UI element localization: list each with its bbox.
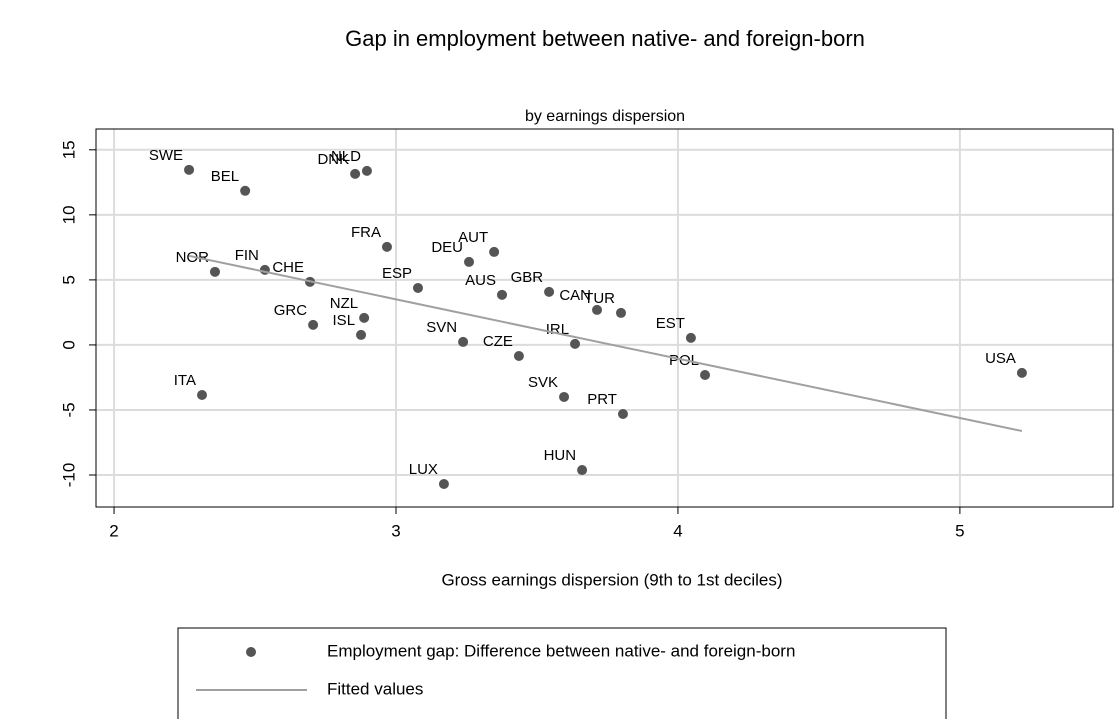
point-label: FIN (235, 247, 259, 264)
chart-subtitle: by earnings dispersion (525, 108, 685, 125)
point-label: CHE (272, 259, 304, 276)
x-tick-label: 4 (673, 521, 682, 540)
point-label: AUT (458, 229, 488, 246)
point (184, 164, 195, 175)
x-tick-label: 2 (109, 521, 118, 540)
point (513, 350, 524, 361)
legend-label: Employment gap: Difference between nativ… (327, 641, 795, 660)
x-tick-label: 3 (391, 521, 400, 540)
point (489, 246, 500, 257)
y-tick-label: 15 (59, 140, 78, 159)
point-label: CZE (483, 333, 513, 350)
point-label: USA (985, 350, 1016, 367)
point (464, 256, 475, 267)
fitted-line (188, 254, 1023, 433)
point-label: ISL (333, 312, 356, 329)
point (592, 304, 603, 315)
point-label: BEL (211, 168, 239, 185)
point (577, 465, 588, 476)
y-tick-label: -10 (59, 463, 78, 488)
y-tick-label: -5 (59, 402, 78, 417)
point (570, 338, 581, 349)
point (412, 282, 423, 293)
point (497, 289, 508, 300)
x-tick-label: 5 (955, 521, 964, 540)
plot-frame (95, 128, 1114, 508)
point-label: ITA (174, 372, 196, 389)
point-label: NZL (330, 295, 358, 312)
legend-box (177, 627, 947, 719)
point (381, 241, 392, 252)
point-label: DEU (431, 239, 463, 256)
point-label: SWE (149, 147, 183, 164)
point-label: SVN (426, 319, 457, 336)
point (308, 319, 319, 330)
point-label: TUR (584, 290, 615, 307)
point-label: NLD (331, 148, 361, 165)
point-label: LUX (409, 461, 438, 478)
point (1016, 367, 1027, 378)
point-label: DNK (317, 151, 349, 168)
point-label: CAN (559, 287, 591, 304)
point (240, 185, 251, 196)
point (559, 391, 570, 402)
point (356, 329, 367, 340)
point (544, 286, 555, 297)
legend-label: Fitted values (327, 679, 423, 698)
point (359, 312, 370, 323)
point-label: FRA (351, 224, 381, 241)
point-label: SVK (528, 374, 558, 391)
point (361, 165, 372, 176)
point-label: HUN (544, 447, 577, 464)
point (700, 369, 711, 380)
point-label: GRC (274, 302, 308, 319)
point (615, 307, 626, 318)
chart-title: Gap in employment between native- and fo… (345, 26, 865, 51)
y-tick-label: 10 (59, 205, 78, 224)
legend-marker (246, 647, 256, 657)
point (685, 332, 696, 343)
y-tick-label: 5 (59, 275, 78, 284)
point-label: AUS (465, 272, 496, 289)
point (350, 168, 361, 179)
point-label: PRT (587, 391, 617, 408)
x-axis-label: Gross earnings dispersion (9th to 1st de… (441, 570, 782, 589)
point (458, 336, 469, 347)
point (617, 408, 628, 419)
point (438, 478, 449, 489)
point-label: ESP (382, 265, 412, 282)
point-label: EST (656, 315, 685, 332)
point (197, 390, 208, 401)
point-label: GBR (511, 269, 544, 286)
point (209, 266, 220, 277)
y-tick-label: 0 (59, 340, 78, 349)
